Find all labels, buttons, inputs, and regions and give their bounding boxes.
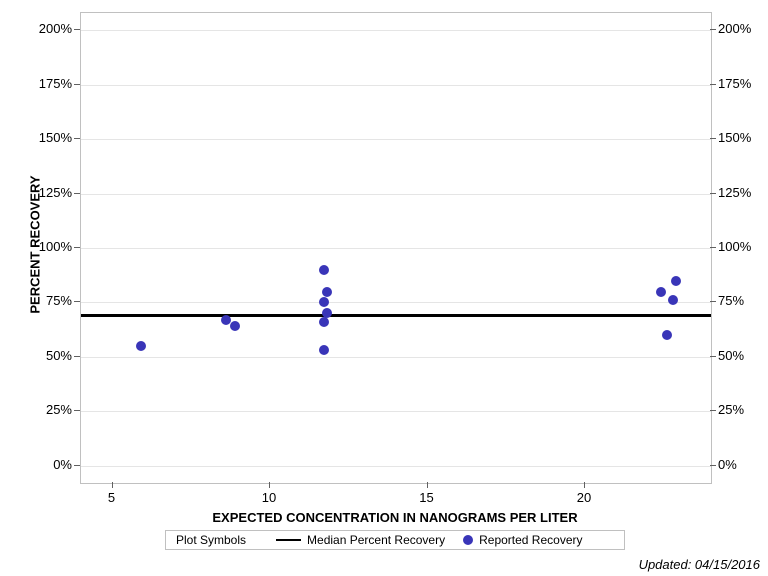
legend-item: Reported Recovery [463,533,582,547]
y-tick [74,356,80,357]
y-tick [710,84,716,85]
grid-line [81,357,711,358]
x-tick [269,482,270,488]
y-tick-label-right: 50% [718,348,760,363]
data-point [662,330,672,340]
y-tick-label-right: 75% [718,293,760,308]
y-tick [74,29,80,30]
data-point [136,341,146,351]
x-tick-label: 20 [564,490,604,505]
y-tick-label-right: 100% [718,239,760,254]
y-tick [710,410,716,411]
y-tick-label-left: 200% [30,21,72,36]
y-tick-label-right: 25% [718,402,760,417]
y-tick [74,193,80,194]
data-point [322,308,332,318]
grid-line [81,30,711,31]
grid-line [81,248,711,249]
y-tick [710,465,716,466]
chart-container: PERCENT RECOVERY EXPECTED CONCENTRATION … [0,0,768,576]
y-tick [74,301,80,302]
x-tick [584,482,585,488]
updated-footer: Updated: 04/15/2016 [639,557,760,572]
legend-line-swatch [276,539,301,541]
y-tick [74,465,80,466]
plot-area [80,12,712,484]
grid-line [81,139,711,140]
legend: Plot Symbols Median Percent Recovery Repo… [165,530,625,550]
x-tick-label: 5 [92,490,132,505]
y-tick-label-right: 150% [718,130,760,145]
y-tick-label-right: 0% [718,457,760,472]
x-tick-label: 10 [249,490,289,505]
legend-title: Plot Symbols [176,533,246,547]
grid-line [81,302,711,303]
y-tick-label-left: 100% [30,239,72,254]
grid-line [81,85,711,86]
y-tick-label-right: 200% [718,21,760,36]
y-tick [710,247,716,248]
grid-line [81,194,711,195]
data-point [668,295,678,305]
data-point [319,345,329,355]
y-tick-label-left: 75% [30,293,72,308]
data-point [230,321,240,331]
legend-item-label: Reported Recovery [479,533,582,547]
legend-dot-swatch [463,535,473,545]
x-tick-label: 15 [407,490,447,505]
y-tick [710,138,716,139]
data-point [671,276,681,286]
y-tick [74,84,80,85]
y-tick-label-left: 175% [30,76,72,91]
grid-line [81,466,711,467]
x-tick [427,482,428,488]
data-point [322,287,332,297]
y-tick [710,29,716,30]
data-point [319,297,329,307]
y-tick-label-left: 25% [30,402,72,417]
median-line [81,314,711,317]
y-tick-label-right: 125% [718,185,760,200]
y-tick-label-left: 0% [30,457,72,472]
y-tick [74,247,80,248]
data-point [221,315,231,325]
data-point [656,287,666,297]
data-point [319,317,329,327]
y-tick-label-left: 150% [30,130,72,145]
y-tick-label-right: 175% [718,76,760,91]
legend-item-label: Median Percent Recovery [307,533,445,547]
y-tick [710,301,716,302]
data-point [319,265,329,275]
grid-line [81,411,711,412]
y-tick-label-left: 50% [30,348,72,363]
y-tick [74,138,80,139]
y-tick [710,193,716,194]
y-tick [74,410,80,411]
y-tick [710,356,716,357]
x-axis-label: EXPECTED CONCENTRATION IN NANOGRAMS PER … [80,510,710,525]
legend-item: Median Percent Recovery [276,533,445,547]
y-tick-label-left: 125% [30,185,72,200]
x-tick [112,482,113,488]
